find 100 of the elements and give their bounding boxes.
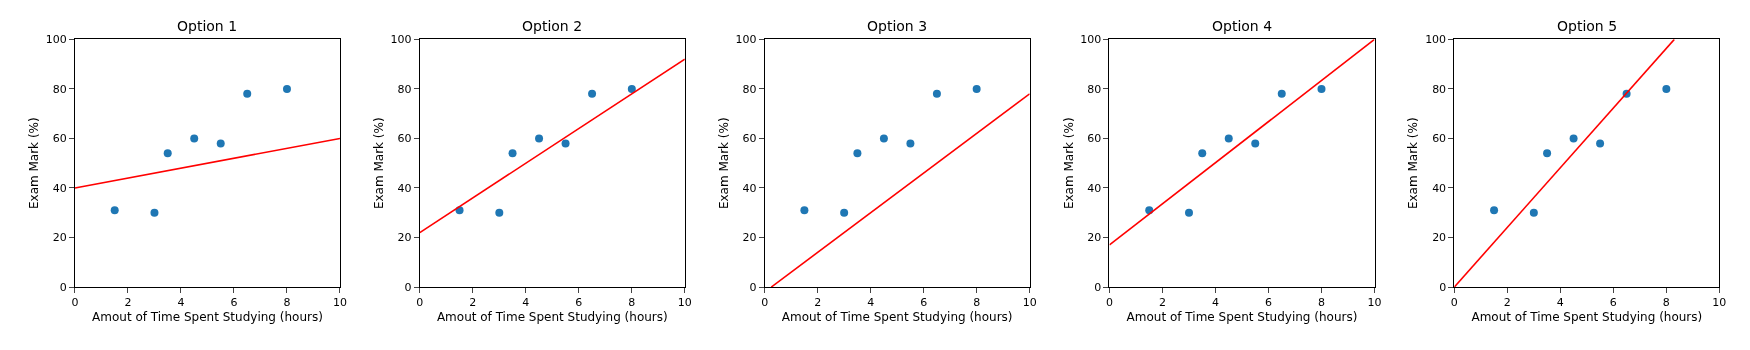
point <box>1224 134 1233 143</box>
x-tick-label: 0 <box>1105 296 1113 310</box>
y-tick-label: 100 <box>1425 33 1447 47</box>
x-tick-label: 6 <box>575 296 583 310</box>
x-tick-label: 2 <box>1158 296 1166 310</box>
y-axis-title: Exam Mark (%) <box>27 117 42 210</box>
point <box>1662 84 1671 93</box>
y-tick-label: 0 <box>749 280 757 294</box>
point <box>1251 139 1260 148</box>
x-tick-label: 4 <box>867 296 875 310</box>
x-axis-title: Amout of Time Spent Studying (hours) <box>436 310 668 325</box>
point <box>535 134 544 143</box>
y-tick-label: 80 <box>52 82 67 96</box>
point <box>588 89 597 98</box>
x-axis-title: Amout of Time Spent Studying (hours) <box>1471 310 1703 325</box>
y-tick-label: 40 <box>742 181 757 195</box>
y-tick-label: 100 <box>390 33 412 47</box>
y-tick-label: 0 <box>1094 280 1102 294</box>
y-tick-label: 80 <box>742 82 757 96</box>
x-tick-label: 6 <box>230 296 238 310</box>
y-tick-label: 40 <box>1087 181 1102 195</box>
chart-title: Option 3 <box>867 18 928 34</box>
x-tick-label: 8 <box>1662 296 1670 310</box>
x-tick-label: 10 <box>1367 296 1382 310</box>
point <box>1543 149 1552 158</box>
y-tick-label: 100 <box>1080 33 1102 47</box>
y-tick-label: 20 <box>52 231 67 245</box>
point <box>508 149 517 158</box>
point <box>243 89 252 98</box>
x-tick-label: 2 <box>1503 296 1511 310</box>
point <box>1596 139 1605 148</box>
point <box>1317 84 1326 93</box>
point <box>1490 206 1499 215</box>
y-tick-label: 20 <box>742 231 757 245</box>
y-tick-label: 100 <box>45 33 67 47</box>
point <box>163 149 172 158</box>
y-axis-title: Exam Mark (%) <box>371 117 386 210</box>
point <box>216 139 225 148</box>
y-axis-title: Exam Mark (%) <box>1406 117 1421 210</box>
y-tick-label: 40 <box>1432 181 1447 195</box>
x-tick-label: 6 <box>920 296 928 310</box>
x-axis-title: Amout of Time Spent Studying (hours) <box>92 310 323 325</box>
y-tick-label: 80 <box>397 82 412 96</box>
point <box>932 89 941 98</box>
y-axis-title: Exam Mark (%) <box>716 117 731 210</box>
chart-title: Option 1 <box>177 18 238 34</box>
x-tick-label: 10 <box>677 296 692 310</box>
y-tick-label: 40 <box>397 181 412 195</box>
y-tick-label: 60 <box>1432 132 1447 146</box>
x-tick-label: 8 <box>973 296 981 310</box>
x-tick-label: 10 <box>1022 296 1037 310</box>
y-axis-title: Exam Mark (%) <box>1061 117 1076 210</box>
x-axis-title: Amout of Time Spent Studying (hours) <box>1126 310 1358 325</box>
point <box>879 134 888 143</box>
chart-title: Option 2 <box>522 18 583 34</box>
y-tick-label: 0 <box>404 280 412 294</box>
y-tick-label: 60 <box>742 132 757 146</box>
point <box>150 208 159 217</box>
x-tick-label: 2 <box>124 296 132 310</box>
x-tick-label: 2 <box>469 296 477 310</box>
x-tick-label: 4 <box>522 296 530 310</box>
y-tick-label: 20 <box>1432 231 1447 245</box>
point <box>853 149 862 158</box>
point <box>495 208 504 217</box>
point <box>1198 149 1207 158</box>
x-tick-label: 2 <box>814 296 822 310</box>
x-tick-label: 6 <box>1609 296 1617 310</box>
point <box>561 139 570 148</box>
x-axis-title: Amout of Time Spent Studying (hours) <box>781 310 1013 325</box>
point <box>1569 134 1578 143</box>
point <box>840 208 849 217</box>
x-tick-label: 4 <box>177 296 185 310</box>
point <box>282 84 291 93</box>
x-tick-label: 10 <box>332 296 347 310</box>
y-tick-label: 60 <box>52 132 67 146</box>
x-tick-label: 0 <box>71 296 79 310</box>
y-tick-label: 80 <box>1087 82 1102 96</box>
point <box>1145 206 1154 215</box>
point <box>1277 89 1286 98</box>
x-tick-label: 8 <box>628 296 636 310</box>
y-tick-label: 60 <box>397 132 412 146</box>
y-tick-label: 100 <box>735 33 757 47</box>
y-tick-label: 40 <box>52 181 67 195</box>
x-tick-label: 0 <box>761 296 769 310</box>
x-tick-label: 6 <box>1264 296 1272 310</box>
x-tick-label: 8 <box>283 296 291 310</box>
y-tick-label: 0 <box>59 280 67 294</box>
x-tick-label: 0 <box>1450 296 1458 310</box>
chart-title: Option 4 <box>1212 18 1273 34</box>
y-tick-label: 60 <box>1087 132 1102 146</box>
x-tick-label: 10 <box>1712 296 1727 310</box>
point <box>110 206 119 215</box>
x-tick-label: 0 <box>416 296 424 310</box>
y-tick-label: 80 <box>1432 82 1447 96</box>
point <box>906 139 915 148</box>
x-tick-label: 4 <box>1556 296 1564 310</box>
point <box>972 84 981 93</box>
point <box>627 84 636 93</box>
point <box>1529 208 1538 217</box>
chart-title: Option 5 <box>1557 18 1618 34</box>
